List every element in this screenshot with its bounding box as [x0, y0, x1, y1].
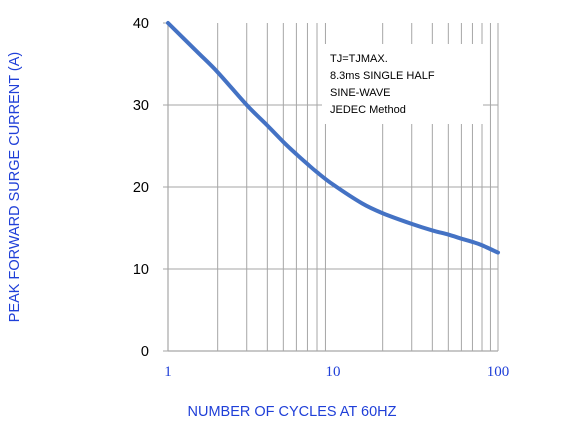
- annotation-line: SINE-WAVE: [330, 87, 391, 99]
- y-tick-label: 10: [133, 262, 149, 278]
- x-tick-label: 10: [326, 364, 341, 380]
- x-tick-labels: 1 10 100: [164, 364, 509, 380]
- series: [166, 21, 500, 255]
- x-tick-label: 1: [164, 364, 172, 380]
- series-line: [166, 21, 500, 255]
- y-axis-label: PEAK FORWARD SURGE CURRENT (A): [7, 52, 23, 322]
- y-tick-label: 30: [133, 98, 149, 114]
- annotation: TJ=TJMAX. 8.3ms SINGLE HALF SINE-WAVE JEDEC…: [330, 53, 435, 116]
- y-tick-label: 0: [141, 344, 149, 360]
- axes: [163, 22, 499, 352]
- annotation-line: 8.3ms SINGLE HALF: [330, 70, 435, 82]
- x-axis-label: NUMBER OF CYCLES AT 60HZ: [188, 404, 397, 420]
- annotation-line: TJ=TJMAX.: [330, 53, 388, 65]
- y-tick-label: 40: [133, 16, 149, 32]
- y-tick-label: 20: [133, 180, 149, 196]
- annotation-box: [322, 44, 483, 124]
- x-tick-label: 100: [487, 364, 510, 380]
- y-tick-labels: 0 10 20 30 40: [133, 16, 149, 360]
- annotation-line: JEDEC Method: [330, 104, 406, 116]
